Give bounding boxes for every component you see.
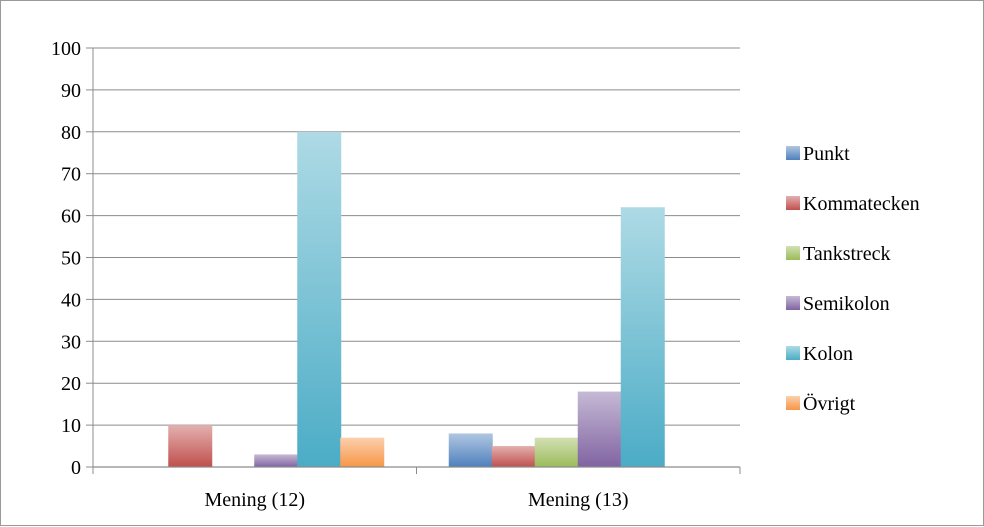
x-axis: Mening (12) Mening (13) [92, 466, 741, 511]
y-tick-label: 0 [71, 457, 81, 479]
y-tick-label: 100 [51, 38, 81, 60]
bar-kolon-1 [297, 131, 342, 468]
legend-swatch [786, 246, 800, 260]
bar-övrigt-1 [340, 437, 385, 467]
legend-label: Kolon [803, 343, 853, 365]
bar-kommatecken-1 [168, 425, 213, 467]
legend-swatch [786, 346, 800, 360]
legend-swatch [786, 196, 800, 210]
x-tick-label: Mening (12) [204, 489, 305, 511]
legend-label: Kommatecken [803, 193, 920, 215]
y-tick-label: 70 [61, 164, 81, 186]
legend-swatch [786, 296, 800, 310]
y-tick-label: 90 [61, 80, 81, 102]
bar-punkt-2 [448, 433, 493, 467]
y-tick-label: 10 [61, 415, 81, 437]
y-tick-label: 30 [61, 331, 81, 353]
legend: Punkt Kommatecken Tankstreck Semikolon Kolon… [786, 143, 920, 415]
y-axis: 0 10 20 30 40 50 60 70 80 90 100 [51, 38, 94, 479]
bar-tankstreck-2 [534, 437, 579, 467]
y-tick-label: 50 [61, 248, 81, 270]
bar-semikolon-1 [254, 454, 299, 467]
x-tick-label: Mening (13) [528, 489, 629, 511]
y-tick-label: 40 [61, 289, 81, 311]
legend-label: Tankstreck [803, 243, 890, 265]
bars [168, 131, 665, 468]
legend-label: Övrigt [803, 392, 856, 415]
y-tick-label: 60 [61, 206, 81, 228]
legend-swatch [786, 146, 800, 160]
bar-kolon-2 [620, 207, 665, 467]
bar-kommatecken-2 [491, 446, 536, 467]
y-tick-label: 20 [61, 373, 81, 395]
legend-label: Semikolon [803, 293, 890, 315]
bar-semikolon-2 [577, 391, 622, 467]
legend-swatch [786, 396, 800, 410]
y-tick-label: 80 [61, 122, 81, 144]
legend-label: Punkt [803, 143, 850, 165]
